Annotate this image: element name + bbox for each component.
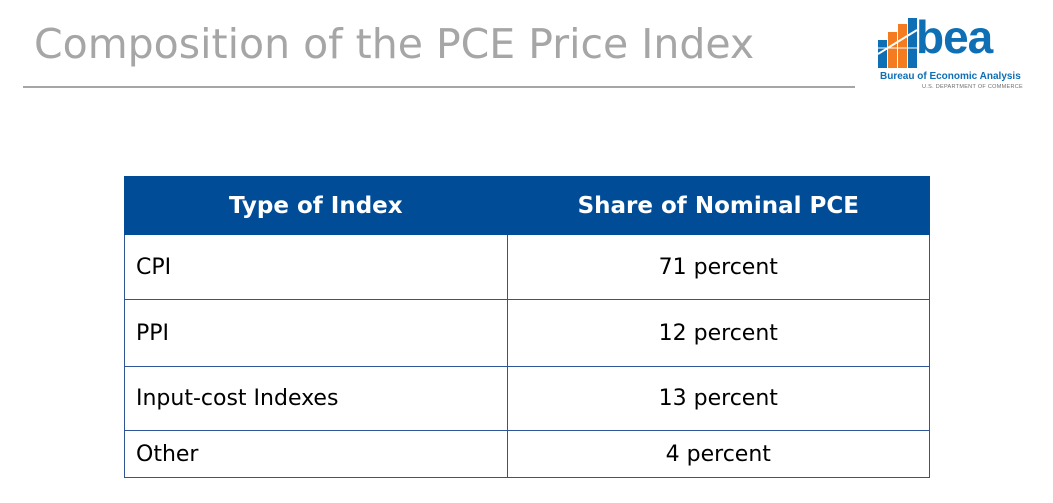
index-type-cell: Input-cost Indexes (124, 366, 508, 431)
bea-logo-department: U.S. DEPARTMENT OF COMMERCE (922, 84, 1023, 90)
index-share-cell: 4 percent (506, 430, 931, 478)
index-share-cell: 13 percent (506, 366, 931, 431)
page-title: Composition of the PCE Price Index (34, 20, 755, 68)
column-header-type: Type of Index (124, 176, 508, 235)
table-header-row: Type of Index Share of Nominal PCE (124, 176, 931, 235)
index-type-cell: Other (124, 430, 508, 478)
index-type-cell: CPI (124, 234, 508, 300)
table-row: CPI 71 percent (124, 234, 931, 300)
index-type-cell: PPI (124, 299, 508, 367)
index-share-cell: 71 percent (506, 234, 931, 300)
column-header-share: Share of Nominal PCE (506, 176, 931, 235)
bea-logo-graphic (878, 18, 918, 68)
title-divider (23, 86, 855, 88)
table-row: Other 4 percent (124, 430, 931, 478)
bea-logo-word: bea (916, 11, 993, 63)
composition-table: Type of Index Share of Nominal PCE CPI 7… (124, 176, 931, 478)
index-share-cell: 12 percent (506, 299, 931, 367)
table-row: Input-cost Indexes 13 percent (124, 366, 931, 431)
table-row: PPI 12 percent (124, 299, 931, 367)
bea-logo-subtitle: Bureau of Economic Analysis (880, 71, 1021, 82)
bea-logo: bea Bureau of Economic Analysis U.S. DEP… (878, 11, 1028, 98)
